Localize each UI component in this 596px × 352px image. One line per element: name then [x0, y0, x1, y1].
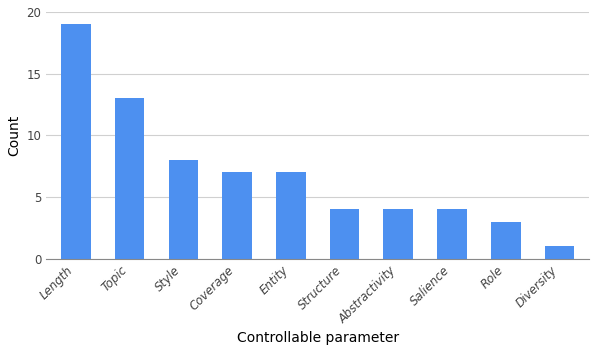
Bar: [383, 209, 413, 259]
Bar: [545, 246, 575, 259]
Bar: [222, 172, 252, 259]
Bar: [169, 160, 198, 259]
Bar: [330, 209, 359, 259]
Bar: [115, 98, 144, 259]
Bar: [437, 209, 467, 259]
Bar: [276, 172, 306, 259]
Y-axis label: Count: Count: [7, 115, 21, 156]
X-axis label: Controllable parameter: Controllable parameter: [237, 331, 399, 345]
Bar: [491, 222, 520, 259]
Bar: [61, 24, 91, 259]
